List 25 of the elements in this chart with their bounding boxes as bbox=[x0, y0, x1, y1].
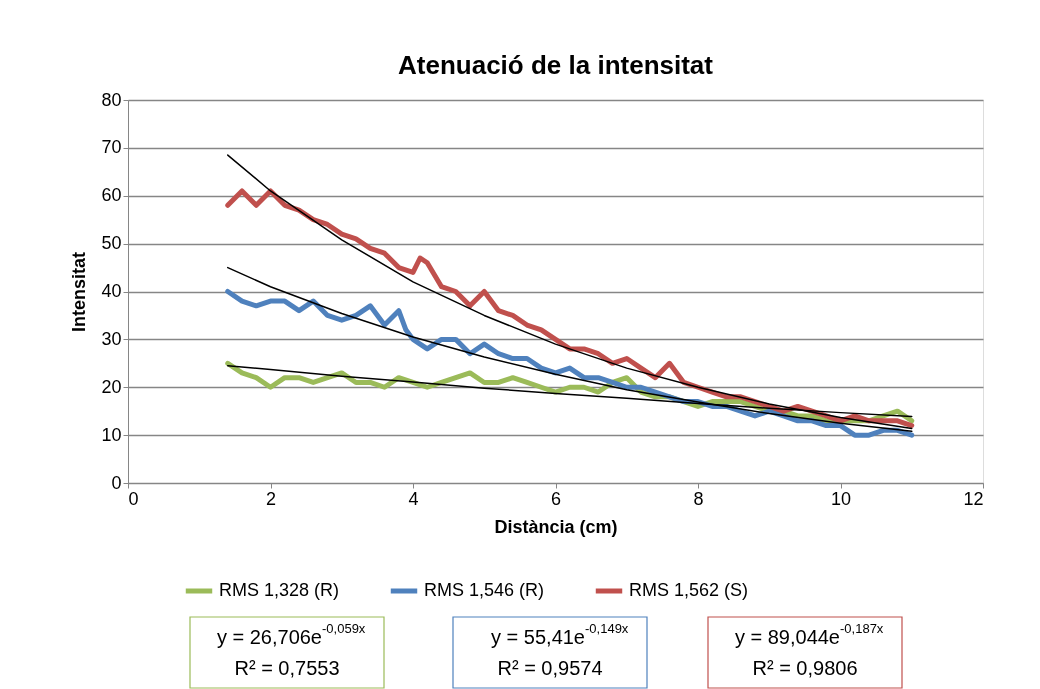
legend-label: RMS 1,328 (R) bbox=[219, 580, 340, 600]
legend-label: RMS 1,562 (S) bbox=[629, 580, 749, 600]
x-tick-label: 2 bbox=[265, 488, 277, 509]
x-tick-label: 4 bbox=[408, 488, 419, 509]
y-tick-label: 70 bbox=[101, 137, 122, 158]
y-tick-label: 20 bbox=[101, 376, 122, 397]
y-tick-label: 0 bbox=[111, 472, 122, 493]
y-tick-label: 60 bbox=[101, 185, 122, 206]
text: R² = 0,9806 bbox=[752, 657, 858, 679]
y-tick-label: 10 bbox=[101, 424, 122, 445]
x-tick-label: 8 bbox=[693, 488, 704, 509]
chart-title: Atenuació de la intensitat bbox=[398, 50, 714, 80]
text: R² = 0,9574 bbox=[497, 657, 603, 679]
y-axis-title: Intensitat bbox=[69, 251, 90, 333]
x-tick-label: 12 bbox=[963, 488, 984, 509]
y-tick-label: 80 bbox=[101, 89, 122, 110]
y-tick-label: 40 bbox=[101, 281, 122, 301]
y-tick-label: 30 bbox=[101, 328, 122, 349]
y-tick-label: 50 bbox=[101, 233, 122, 254]
x-tick-label: 10 bbox=[830, 488, 852, 509]
legend-label: RMS 1,546 (R) bbox=[424, 580, 545, 600]
x-axis-title: Distància (cm) bbox=[494, 516, 618, 537]
x-tick-label: 6 bbox=[550, 488, 562, 509]
x-tick-label: 0 bbox=[128, 488, 139, 509]
text: R² = 0,7553 bbox=[234, 657, 340, 679]
